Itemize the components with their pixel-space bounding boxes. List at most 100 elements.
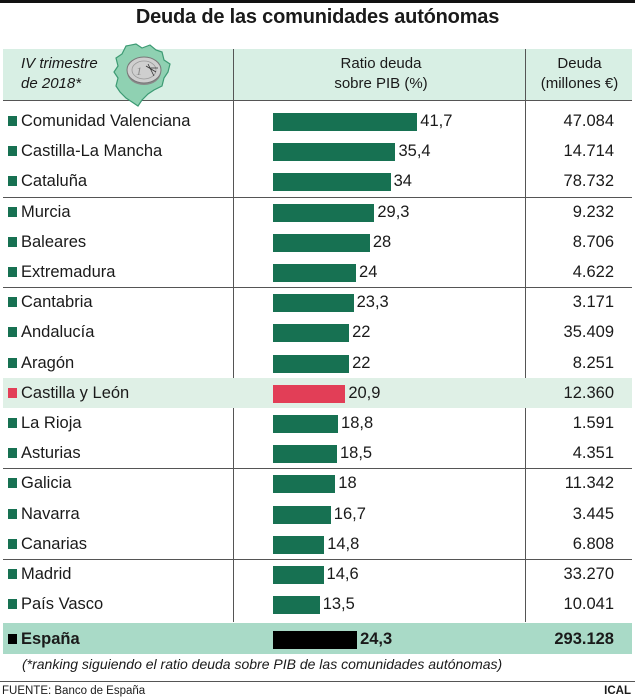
debt-value: 33.270 <box>563 565 614 583</box>
period-header: IV trimestre de 2018* <box>21 54 98 94</box>
table-header: IV trimestre de 2018* Ratio deuda sobre … <box>3 49 632 101</box>
table-row: Andalucía 22 35.409 <box>3 317 632 347</box>
debt-value: 6.808 <box>572 534 614 553</box>
ratio-value-label: 23,3 <box>356 293 389 312</box>
ratio-bar <box>273 596 320 615</box>
debt-value: 293.128 <box>554 630 614 649</box>
column-divider-1 <box>233 49 234 622</box>
ratio-value-label: 22 <box>352 323 371 342</box>
legend-square-icon <box>8 357 17 368</box>
debt-value: 8.251 <box>572 353 614 372</box>
table-row: Cataluña 34 78.732 <box>3 166 632 196</box>
region-name: Andalucía <box>21 323 95 342</box>
region-name: La Rioja <box>21 414 82 432</box>
debt-value: 9.232 <box>572 202 614 221</box>
ratio-value-label: 20,9 <box>348 383 381 402</box>
table-row: Cantabria 23,3 3.171 <box>3 287 632 317</box>
debt-value: 3.445 <box>572 504 614 523</box>
ratio-bar <box>273 475 336 494</box>
group-separator <box>3 196 632 198</box>
debt-value: 1.591 <box>572 414 614 432</box>
table-row: Baleares 28 8.706 <box>3 227 632 257</box>
table-row: Canarias 14,8 6.808 <box>3 529 632 559</box>
ratio-value-label: 29,3 <box>377 202 410 221</box>
brand-logo-text: ICAL <box>604 685 631 697</box>
ratio-bar <box>273 566 324 584</box>
ratio-bar <box>273 324 350 343</box>
ratio-header: Ratio deuda sobre PIB (%) <box>235 54 527 94</box>
column-divider-2 <box>525 49 526 622</box>
legend-square-icon <box>8 634 17 645</box>
table-row: Madrid 14,6 33.270 <box>3 559 632 589</box>
legend-square-icon <box>8 569 17 579</box>
region-name: Castilla y León <box>21 383 130 402</box>
region-name: Galicia <box>21 474 72 493</box>
table-row: La Rioja 18,8 1.591 <box>3 408 632 438</box>
table-row: Asturias 18,5 4.351 <box>3 438 632 468</box>
ratio-bar <box>273 173 391 192</box>
ratio-line-1: Ratio deuda <box>340 55 422 72</box>
chart-title: Deuda de las comunidades autónomas <box>135 6 500 28</box>
debt-value: 14.714 <box>563 142 614 161</box>
table-row: Extremadura 24 4.622 <box>3 257 632 287</box>
ratio-value-label: 22 <box>352 353 371 372</box>
legend-square-icon <box>8 508 17 519</box>
ratio-value-label: 14,8 <box>327 534 360 553</box>
region-name: Murcia <box>21 202 71 221</box>
total-row: España 24,3 293.128 <box>3 624 632 655</box>
legend-square-icon <box>8 206 17 217</box>
source-text: FUENTE: Banco de España <box>2 685 146 697</box>
total-separator <box>3 623 632 625</box>
ratio-bar <box>273 535 325 554</box>
ratio-bar <box>273 415 339 433</box>
svg-text:1: 1 <box>136 64 142 78</box>
debt-line-1: Deuda <box>557 55 602 72</box>
ratio-value-label: 24 <box>359 263 378 281</box>
legend-square-icon <box>8 387 17 398</box>
debt-line-2: (millones €) <box>540 75 619 92</box>
table-row: Castilla y León 20,9 12.360 <box>3 377 632 408</box>
footnote: (*ranking siguiendo el ratio deuda sobre… <box>22 656 503 672</box>
period-line-2: de 2018* <box>21 75 82 92</box>
region-name: Cataluña <box>21 172 88 191</box>
table-row: Navarra 16,7 3.445 <box>3 499 632 529</box>
top-rule <box>0 0 635 3</box>
region-name: Comunidad Valenciana <box>21 112 191 130</box>
legend-square-icon <box>8 418 17 428</box>
ratio-value-label: 24,3 <box>360 630 393 649</box>
legend-square-icon <box>8 599 17 610</box>
ratio-bar <box>273 113 418 131</box>
legend-square-icon <box>8 267 17 277</box>
legend-square-icon <box>8 448 17 459</box>
region-name: Cantabria <box>21 293 93 312</box>
ratio-value-label: 35,4 <box>398 142 431 161</box>
legend-square-icon <box>8 176 17 187</box>
region-name: Extremadura <box>21 263 116 281</box>
region-name: Baleares <box>21 232 87 251</box>
ratio-value-label: 34 <box>393 172 412 191</box>
table-row: Castilla-La Mancha 35,4 14.714 <box>3 136 632 166</box>
debt-value: 11.342 <box>564 474 614 493</box>
legend-square-icon <box>8 116 17 126</box>
legend-square-icon <box>8 538 17 549</box>
legend-square-icon <box>8 297 17 308</box>
debt-value: 78.732 <box>563 172 614 191</box>
ratio-value-label: 14,6 <box>326 565 359 583</box>
debt-value: 4.622 <box>572 263 614 281</box>
debt-value: 4.351 <box>572 444 614 463</box>
ratio-bar <box>273 505 331 524</box>
ratio-value-label: 28 <box>372 232 392 251</box>
ratio-bar <box>273 384 346 403</box>
ratio-value-label: 18,5 <box>340 444 373 463</box>
ratio-bar <box>273 294 354 313</box>
group-separator <box>3 559 632 560</box>
period-line-1: IV trimestre <box>21 55 98 72</box>
ratio-bar <box>273 631 358 650</box>
debt-value: 47.084 <box>563 112 614 130</box>
ratio-bar <box>273 203 375 222</box>
legend-square-icon <box>8 327 17 338</box>
region-name: Castilla-La Mancha <box>21 142 163 161</box>
region-name: Asturias <box>21 444 81 463</box>
region-name: Navarra <box>21 504 80 523</box>
table-row: Galicia 18 11.342 <box>3 468 632 498</box>
